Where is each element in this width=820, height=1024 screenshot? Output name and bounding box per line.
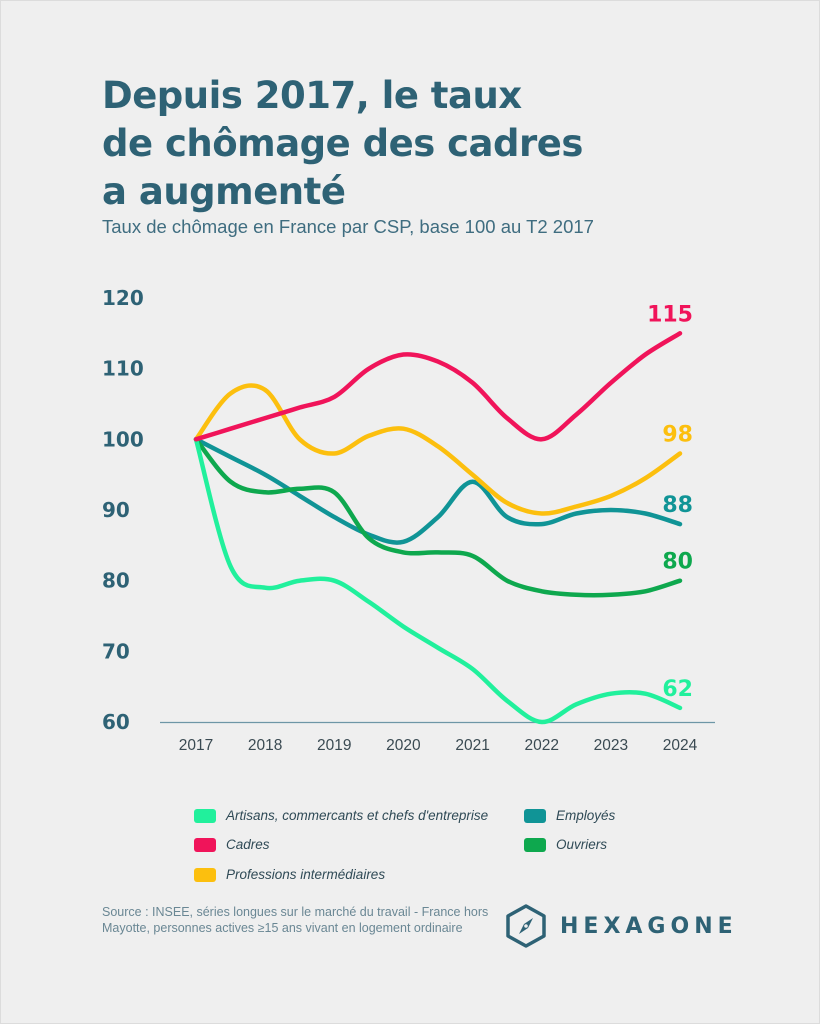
y-tick-label: 60: [102, 710, 130, 734]
y-tick-label: 80: [102, 569, 130, 593]
series-line-artisans: [193, 437, 683, 725]
x-tick-label: 2020: [386, 737, 421, 754]
x-tick-label: 2019: [317, 737, 351, 754]
legend-swatch-artisans: [194, 808, 216, 823]
compass-hexagon-icon: [506, 904, 546, 948]
end-label-artisans: 62: [662, 677, 693, 702]
legend-item-ouvriers: Ouvriers: [524, 837, 607, 852]
end-label-professions: 98: [662, 422, 693, 447]
legend-label-professions: Professions intermédiaires: [226, 867, 386, 882]
source-note: Source : INSEE, séries longues sur le ma…: [102, 905, 489, 935]
legend-label-cadres: Cadres: [226, 837, 270, 852]
series-line-professions: [193, 383, 683, 516]
end-labels: 62 115 98 88 80: [647, 302, 693, 702]
series-line-cadres: [193, 331, 683, 442]
legend-item-artisans: Artisans, commercants et chefs d'entrepr…: [194, 808, 488, 823]
logo-text: HEXAGONE: [560, 913, 738, 939]
legend-item-professions: Professions intermédiaires: [194, 867, 385, 882]
title-line-1: Depuis 2017, le taux: [102, 74, 522, 117]
series-line-ouvriers: [193, 437, 683, 598]
end-label-ouvriers: 80: [662, 550, 693, 575]
y-tick-label: 110: [102, 357, 144, 381]
legend-swatch-ouvriers: [524, 837, 546, 852]
legend-label-employes: Employés: [556, 808, 616, 823]
chart-title: Depuis 2017, le taux de chômage des cadr…: [102, 72, 662, 216]
legend-swatch-cadres: [194, 837, 216, 852]
series-line-employes: [193, 437, 683, 545]
y-tick-label: 120: [102, 286, 144, 310]
title-line-2: de chômage des cadres: [102, 122, 583, 165]
x-axis-ticks: 2017 2018 2019 2020 2021 2022 2023 2024: [179, 737, 698, 754]
legend-item-employes: Employés: [524, 808, 615, 823]
hexagone-logo: HEXAGONE: [506, 904, 738, 948]
y-tick-label: 90: [102, 498, 130, 522]
legend-item-cadres: Cadres: [194, 837, 270, 852]
y-tick-label: 70: [102, 639, 130, 663]
end-label-cadres: 115: [647, 302, 693, 327]
x-tick-label: 2021: [455, 737, 489, 754]
x-tick-label: 2018: [248, 737, 282, 754]
x-tick-label: 2024: [663, 737, 698, 754]
x-tick-label: 2023: [594, 737, 628, 754]
legend-swatch-employes: [524, 808, 546, 823]
y-tick-label: 100: [102, 427, 144, 451]
title-line-3: a augmenté: [102, 170, 346, 213]
x-tick-label: 2022: [524, 737, 558, 754]
end-label-employes: 88: [662, 493, 693, 518]
chart-subtitle: Taux de chômage en France par CSP, base …: [102, 216, 594, 237]
series-lines: [193, 331, 683, 725]
legend-label-artisans: Artisans, commercants et chefs d'entrepr…: [226, 808, 489, 823]
legend-swatch-professions: [194, 867, 216, 882]
x-tick-label: 2017: [179, 737, 213, 754]
y-axis-ticks: 60 70 80 90 100 110 120: [102, 286, 144, 734]
legend-label-ouvriers: Ouvriers: [556, 837, 608, 852]
